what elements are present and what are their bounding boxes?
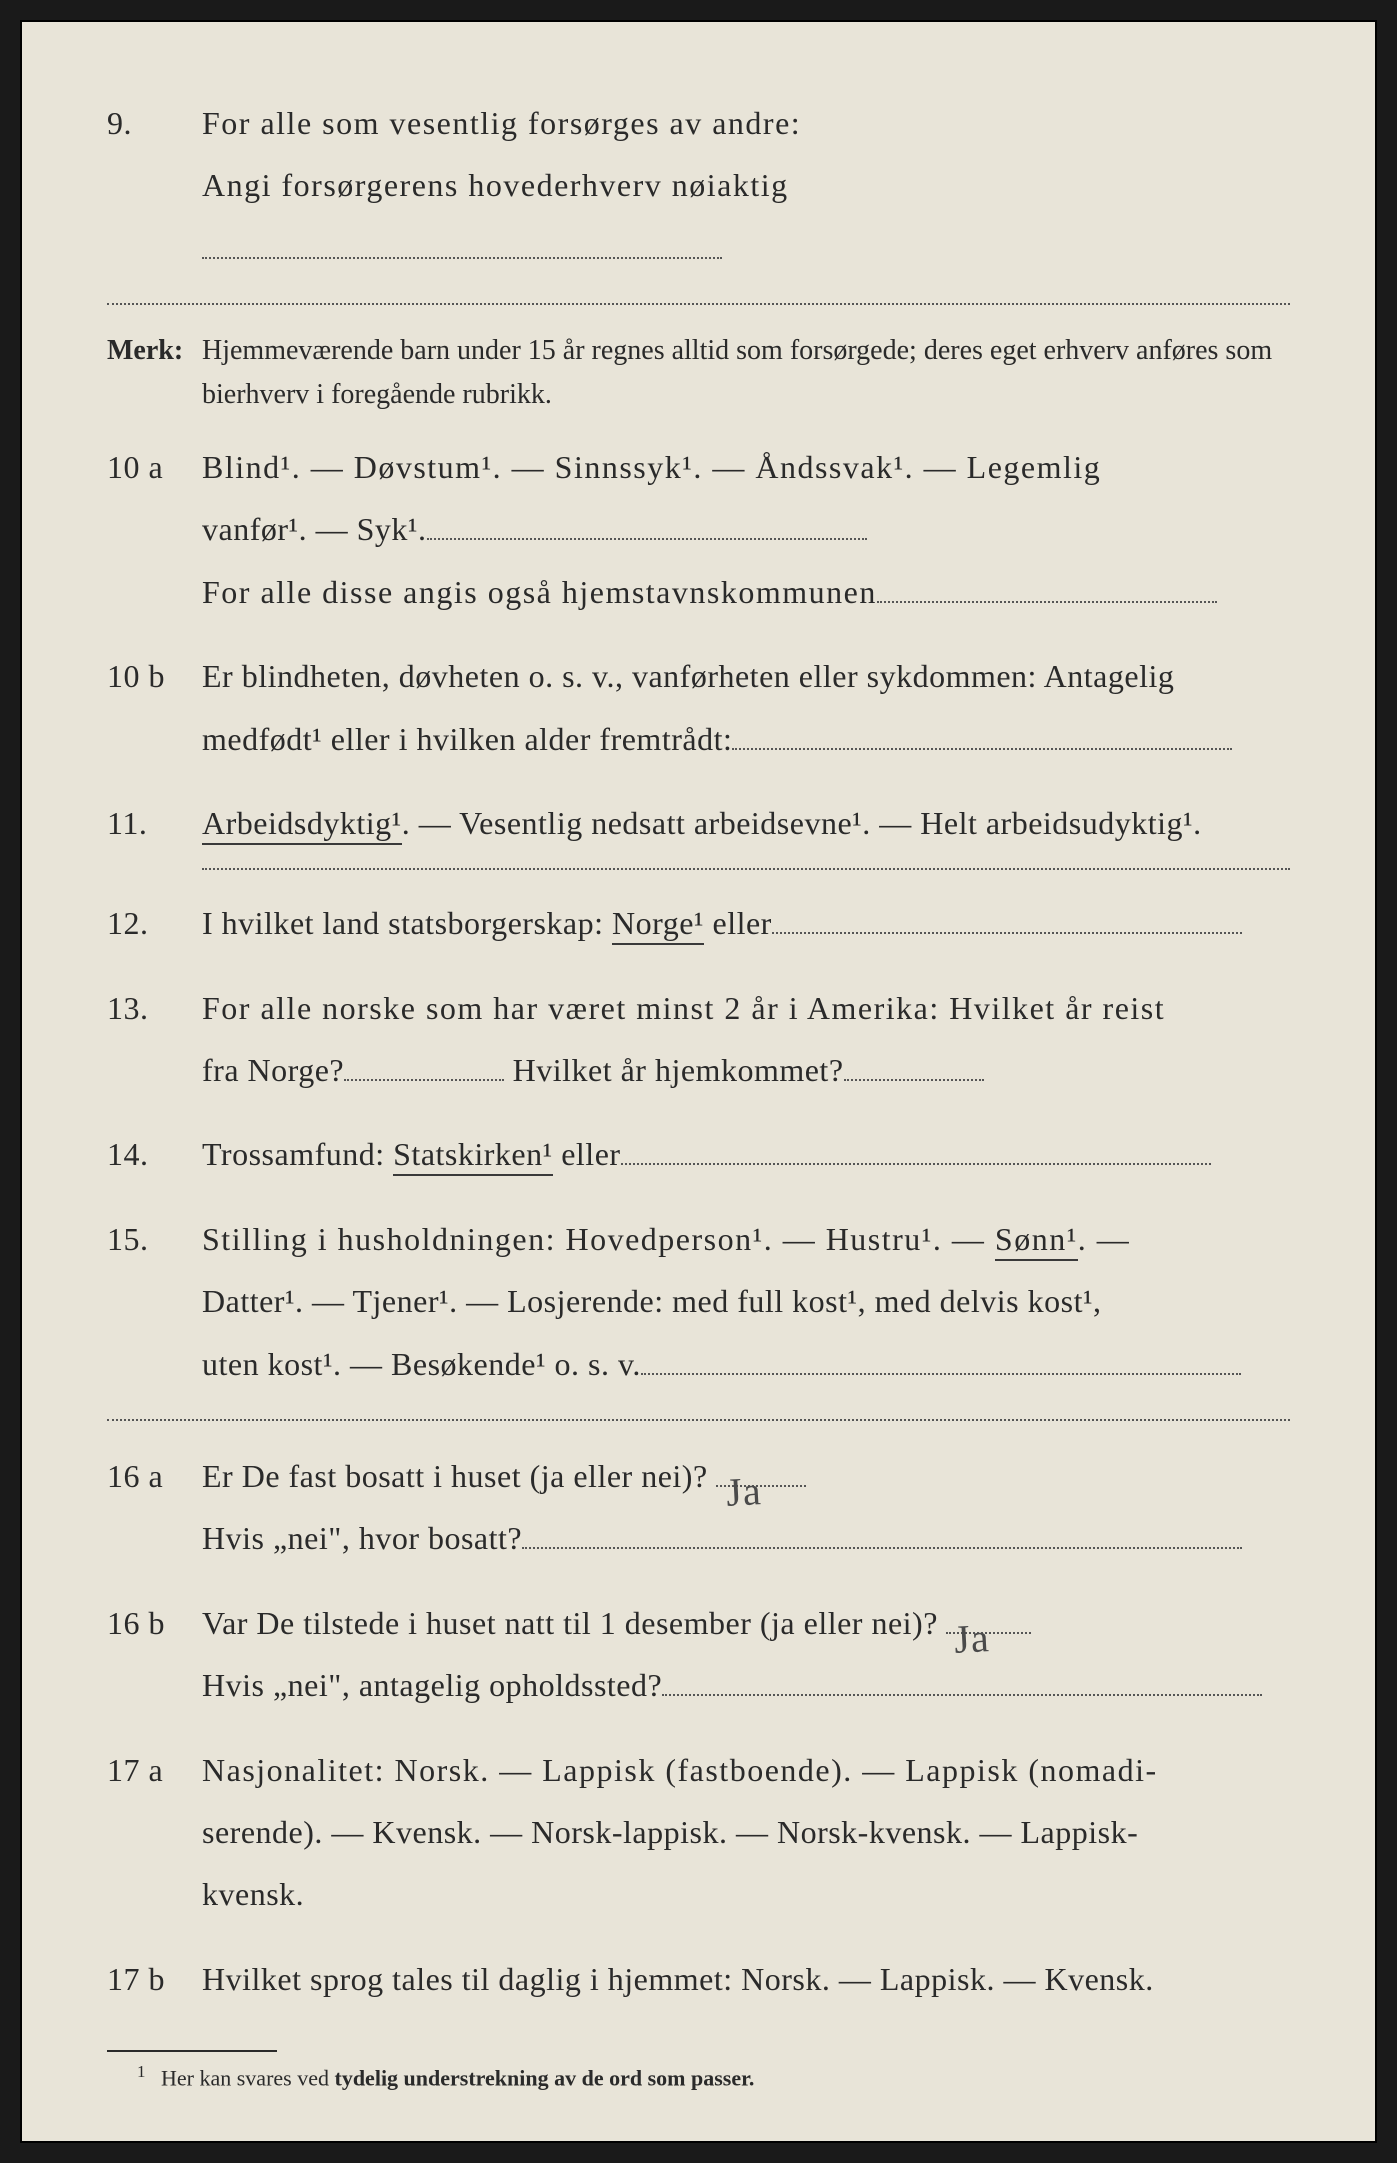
- q12-pre: I hvilket land statsborgerskap:: [202, 905, 612, 941]
- q14-pre: Trossamfund:: [202, 1136, 393, 1172]
- q13-line1: For alle norske som har været minst 2 år…: [202, 977, 1290, 1039]
- q16a-line2: Hvis „nei", hvor bosatt?: [202, 1520, 522, 1556]
- handwritten-answer: Ja: [724, 1452, 763, 1532]
- question-17b: 17 b Hvilket sprog tales til daglig i hj…: [107, 1948, 1290, 2010]
- q17a-line2: serende). — Kvensk. — Norsk-lappisk. — N…: [107, 1801, 1290, 1863]
- q12-number: 12.: [107, 892, 202, 954]
- question-12: 12. I hvilket land statsborgerskap: Norg…: [107, 892, 1290, 954]
- q17b-text: Hvilket sprog tales til daglig i hjemmet…: [202, 1948, 1290, 2010]
- footnote-number: 1: [137, 2062, 146, 2081]
- fill-line: [202, 868, 1290, 870]
- q14-post: eller: [553, 1136, 621, 1172]
- fill-line: [662, 1694, 1262, 1696]
- q14-opt-underlined: Statskirken¹: [393, 1136, 553, 1176]
- q16b-number: 16 b: [107, 1592, 202, 1654]
- divider: [107, 1419, 1290, 1421]
- divider: [107, 303, 1290, 305]
- fill-line: [772, 932, 1242, 934]
- q12-opt-underlined: Norge¹: [612, 905, 704, 945]
- question-17a: 17 a Nasjonalitet: Norsk. — Lappisk (fas…: [107, 1739, 1290, 1926]
- merk-text: Hjemmeværende barn under 15 år regnes al…: [202, 329, 1290, 416]
- question-15: 15. Stilling i husholdningen: Hovedperso…: [107, 1208, 1290, 1395]
- q14-number: 14.: [107, 1123, 202, 1185]
- q11-number: 11.: [107, 792, 202, 854]
- q16a-line1: Er De fast bosatt i huset (ja eller nei)…: [202, 1458, 708, 1494]
- q15-number: 15.: [107, 1208, 202, 1270]
- question-10a: 10 a Blind¹. — Døvstum¹. — Sinnssyk¹. — …: [107, 436, 1290, 623]
- q10b-number: 10 b: [107, 645, 202, 707]
- question-13: 13. For alle norske som har været minst …: [107, 977, 1290, 1102]
- q17a-line3: kvensk.: [107, 1863, 1290, 1925]
- fill-line: [202, 257, 722, 259]
- q11-rest: . — Vesentlig nedsatt arbeidsevne¹. — He…: [402, 805, 1202, 841]
- fill-line: [877, 601, 1217, 603]
- q10a-line3: For alle disse angis også hjemstavnskomm…: [202, 574, 877, 610]
- q15-opt-underlined: Sønn¹: [995, 1221, 1078, 1261]
- question-16a: 16 a Er De fast bosatt i huset (ja eller…: [107, 1445, 1290, 1570]
- q11-opt-underlined: Arbeidsdyktig¹: [202, 805, 402, 845]
- q13-number: 13.: [107, 977, 202, 1039]
- question-10b: 10 b Er blindheten, døvheten o. s. v., v…: [107, 645, 1290, 770]
- fill-line: [522, 1547, 1242, 1549]
- question-16b: 16 b Var De tilstede i huset natt til 1 …: [107, 1592, 1290, 1717]
- q17a-number: 17 a: [107, 1739, 202, 1801]
- fill-line: [427, 538, 867, 540]
- q9-number: 9.: [107, 92, 202, 154]
- q16a-number: 16 a: [107, 1445, 202, 1507]
- fill-line: [732, 748, 1232, 750]
- q10b-line1: Er blindheten, døvheten o. s. v., vanfør…: [202, 645, 1290, 707]
- merk-note: Merk: Hjemmeværende barn under 15 år reg…: [107, 329, 1290, 416]
- footnote-pre: Her kan svares ved: [161, 2065, 335, 2090]
- q10a-number: 10 a: [107, 436, 202, 498]
- fill-line: Ja: [946, 1632, 1031, 1634]
- q10a-line1: Blind¹. — Døvstum¹. — Sinnssyk¹. — Åndss…: [202, 436, 1290, 498]
- q9-line1: For alle som vesentlig forsørges av andr…: [202, 92, 1290, 154]
- q13-line2a: fra Norge?: [202, 1052, 344, 1088]
- merk-label: Merk:: [107, 329, 202, 372]
- q10a-line2: vanfør¹. — Syk¹.: [202, 511, 427, 547]
- q12-post: eller: [704, 905, 772, 941]
- fill-line: [844, 1079, 984, 1081]
- footnote-rule: [107, 2050, 277, 2052]
- fill-line: [621, 1163, 1211, 1165]
- fill-line: Ja: [716, 1485, 806, 1487]
- document-page: 9. For alle som vesentlig forsørges av a…: [20, 20, 1377, 2143]
- q15-line2: Datter¹. — Tjener¹. — Losjerende: med fu…: [107, 1270, 1290, 1332]
- question-14: 14. Trossamfund: Statskirken¹ eller: [107, 1123, 1290, 1185]
- q17a-line1: Nasjonalitet: Norsk. — Lappisk (fastboen…: [202, 1739, 1290, 1801]
- q13-line2b: Hvilket år hjemkommet?: [513, 1052, 844, 1088]
- question-9: 9. For alle som vesentlig forsørges av a…: [107, 92, 1290, 279]
- fill-line: [344, 1079, 504, 1081]
- q9-line2: Angi forsørgerens hovederhverv nøiaktig: [202, 167, 789, 203]
- q15-line3: uten kost¹. — Besøkende¹ o. s. v.: [202, 1346, 641, 1382]
- q16b-line1: Var De tilstede i huset natt til 1 desem…: [202, 1605, 938, 1641]
- handwritten-answer: Ja: [953, 1599, 992, 1679]
- q15-line1a: Stilling i husholdningen: Hovedperson¹. …: [202, 1221, 995, 1257]
- q17b-number: 17 b: [107, 1948, 202, 2010]
- q16b-line2: Hvis „nei", antagelig opholdssted?: [202, 1667, 662, 1703]
- question-11: 11. Arbeidsdyktig¹. — Vesentlig nedsatt …: [107, 792, 1290, 870]
- footnote: 1 Her kan svares ved tydelig understrekn…: [107, 2062, 1290, 2091]
- q10b-line2: medfødt¹ eller i hvilken alder fremtrådt…: [202, 721, 732, 757]
- q15-line1b: . —: [1078, 1221, 1131, 1257]
- fill-line: [641, 1373, 1241, 1375]
- footnote-bold: tydelig understrekning av de ord som pas…: [335, 2065, 755, 2090]
